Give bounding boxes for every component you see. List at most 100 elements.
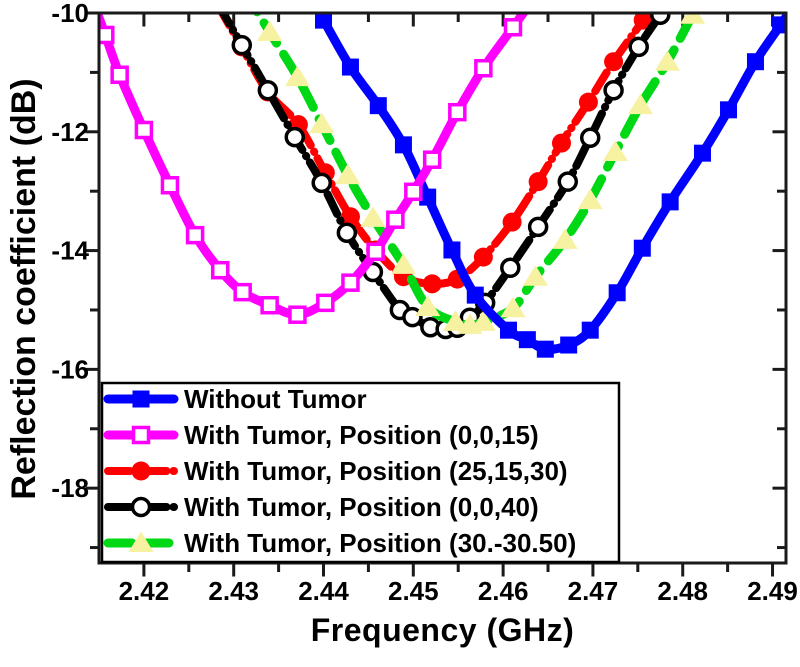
tumor-0-0-15-marker [160, 175, 180, 195]
tumor-25-15-30-marker [340, 207, 360, 227]
tick-labels: 2.42 2.43 2.44 2.45 2.46 2.47 2.48 2.49 -10 -12 -1… [51, 0, 797, 606]
legend-box [100, 381, 621, 564]
tumor-0-0-40-marker [231, 34, 253, 56]
tumor-30-30-50-marker [577, 188, 603, 210]
plot-area [100, 14, 785, 358]
tumor-30-30-50-marker [257, 20, 283, 42]
tumor-0-0-40-marker [311, 172, 332, 194]
x-tick-label: 2.48 [657, 576, 708, 606]
legend-item-tumor-30-30-50: With Tumor, Position (30.-30.50) [103, 528, 576, 558]
tumor-25-15-30-marker [422, 274, 442, 294]
without-tumor-marker [443, 241, 461, 259]
without-tumor-marker [608, 284, 626, 302]
tumor-30-30-50-marker [500, 296, 526, 318]
without-tumor-marker [772, 16, 785, 34]
tumor-25-15-30-marker [528, 172, 548, 192]
legend-label: With Tumor, Position (30.-30.50) [184, 528, 576, 558]
tumor-0-0-15-marker [474, 58, 493, 78]
without-tumor-marker [466, 286, 484, 304]
tumor-0-0-15-marker [131, 425, 151, 445]
tumor-0-0-40-marker [402, 306, 423, 328]
tumor-30-30-50-marker [360, 206, 386, 227]
y-tick-label: -10 [51, 0, 89, 28]
tumor-0-0-40-marker [527, 216, 549, 238]
tumor-0-0-40-marker [650, 14, 671, 26]
y-tick-label: -16 [51, 354, 89, 384]
series-tumor-0-0-15 [100, 14, 528, 324]
tumor-0-0-40-marker [628, 36, 649, 58]
tumor-0-0-15-marker [110, 65, 129, 85]
tumor-30-30-50-marker [309, 112, 335, 134]
x-tick-label: 2.43 [208, 576, 259, 606]
tumor-25-15-30-marker [473, 247, 493, 267]
without-tumor-marker [693, 144, 711, 162]
tumor-0-0-40-marker [257, 79, 279, 101]
x-axis-title: Frequency (GHz) [310, 612, 575, 648]
legend-item-tumor-0-0-15: With Tumor, Position (0,0,15) [103, 420, 539, 450]
x-tick-label: 2.47 [568, 576, 619, 606]
tumor-0-0-40-marker [579, 127, 601, 148]
tumor-0-0-15-marker [386, 210, 405, 229]
x-tick-label: 2.42 [119, 576, 170, 606]
tumor-25-15-30-marker [502, 212, 522, 232]
without-tumor-marker [394, 136, 412, 154]
tumor-0-0-15-marker [316, 293, 335, 313]
legend-label: With Tumor, Position (0,0,15) [184, 420, 539, 450]
tumor-30-30-50-marker [335, 163, 361, 185]
tumor-0-0-15-marker [288, 305, 307, 324]
tumor-0-0-15-marker [233, 282, 252, 302]
without-tumor-marker [536, 340, 554, 358]
without-tumor-marker [369, 97, 387, 115]
series-tumor-30-30-50 [253, 14, 706, 334]
tumor-0-0-15-marker [404, 182, 423, 202]
y-tick-label: -12 [51, 117, 89, 147]
without-tumor-marker [633, 239, 651, 257]
tumor-30-30-50-marker [390, 253, 416, 274]
tumor-30-30-50-marker [680, 14, 706, 24]
tumor-0-0-15-marker [100, 25, 115, 45]
tumor-0-0-15-marker [448, 102, 467, 122]
x-tick-label: 2.45 [388, 576, 439, 606]
tumor-30-30-50-marker [443, 310, 469, 331]
tumor-0-0-40-marker [603, 79, 624, 101]
legend-label: With Tumor, Position (25,15,30) [184, 456, 568, 486]
x-tick-label: 2.49 [747, 576, 798, 606]
without-tumor-marker [661, 193, 679, 211]
legend-label: Without Tumor [184, 384, 367, 414]
without-tumor-line [315, 14, 785, 354]
legend-label: With Tumor, Position (0,0,40) [184, 492, 539, 522]
tumor-30-30-50-marker [628, 93, 654, 115]
series-without-tumor [315, 14, 785, 358]
tumor-25-15-30-marker [551, 133, 571, 153]
without-tumor-marker [560, 336, 578, 354]
tumor-0-0-40-marker [557, 171, 579, 192]
without-tumor-marker [132, 390, 150, 408]
legend-item-without-tumor: Without Tumor [103, 384, 367, 414]
without-tumor-marker [500, 321, 518, 339]
tumor-0-0-15-marker [260, 295, 279, 315]
tumor-25-15-30-marker [578, 92, 598, 112]
tumor-0-0-40-marker [130, 496, 152, 518]
tumor-25-15-30-marker [131, 461, 151, 481]
tumor-30-30-50-marker [470, 310, 496, 331]
tumor-0-0-15-marker [503, 18, 523, 37]
tumor-0-0-40-marker [284, 126, 306, 148]
without-tumor-marker [419, 188, 437, 206]
y-tick-label: -14 [51, 236, 89, 266]
without-tumor-marker [341, 58, 359, 76]
tumor-30-30-50-marker [284, 65, 310, 87]
tumor-25-15-30-marker [604, 52, 624, 72]
x-tick-label: 2.44 [298, 576, 349, 606]
legend-item-tumor-0-0-40: With Tumor, Position (0,0,40) [104, 492, 539, 522]
tumor-0-0-15-marker [185, 225, 205, 245]
legend-item-tumor-25-15-30: With Tumor, Position (25,15,30) [104, 456, 568, 486]
tumor-30-30-50-marker [602, 140, 628, 161]
tumor-0-0-15-marker [422, 150, 442, 169]
tumor-30-30-50-marker [415, 295, 441, 317]
tumor-30-30-50-marker [654, 50, 680, 71]
without-tumor-marker [746, 53, 764, 71]
tumor-0-0-15-marker [210, 260, 230, 280]
legend: Without Tumor With Tumor, Position (0,0,1… [100, 381, 621, 564]
